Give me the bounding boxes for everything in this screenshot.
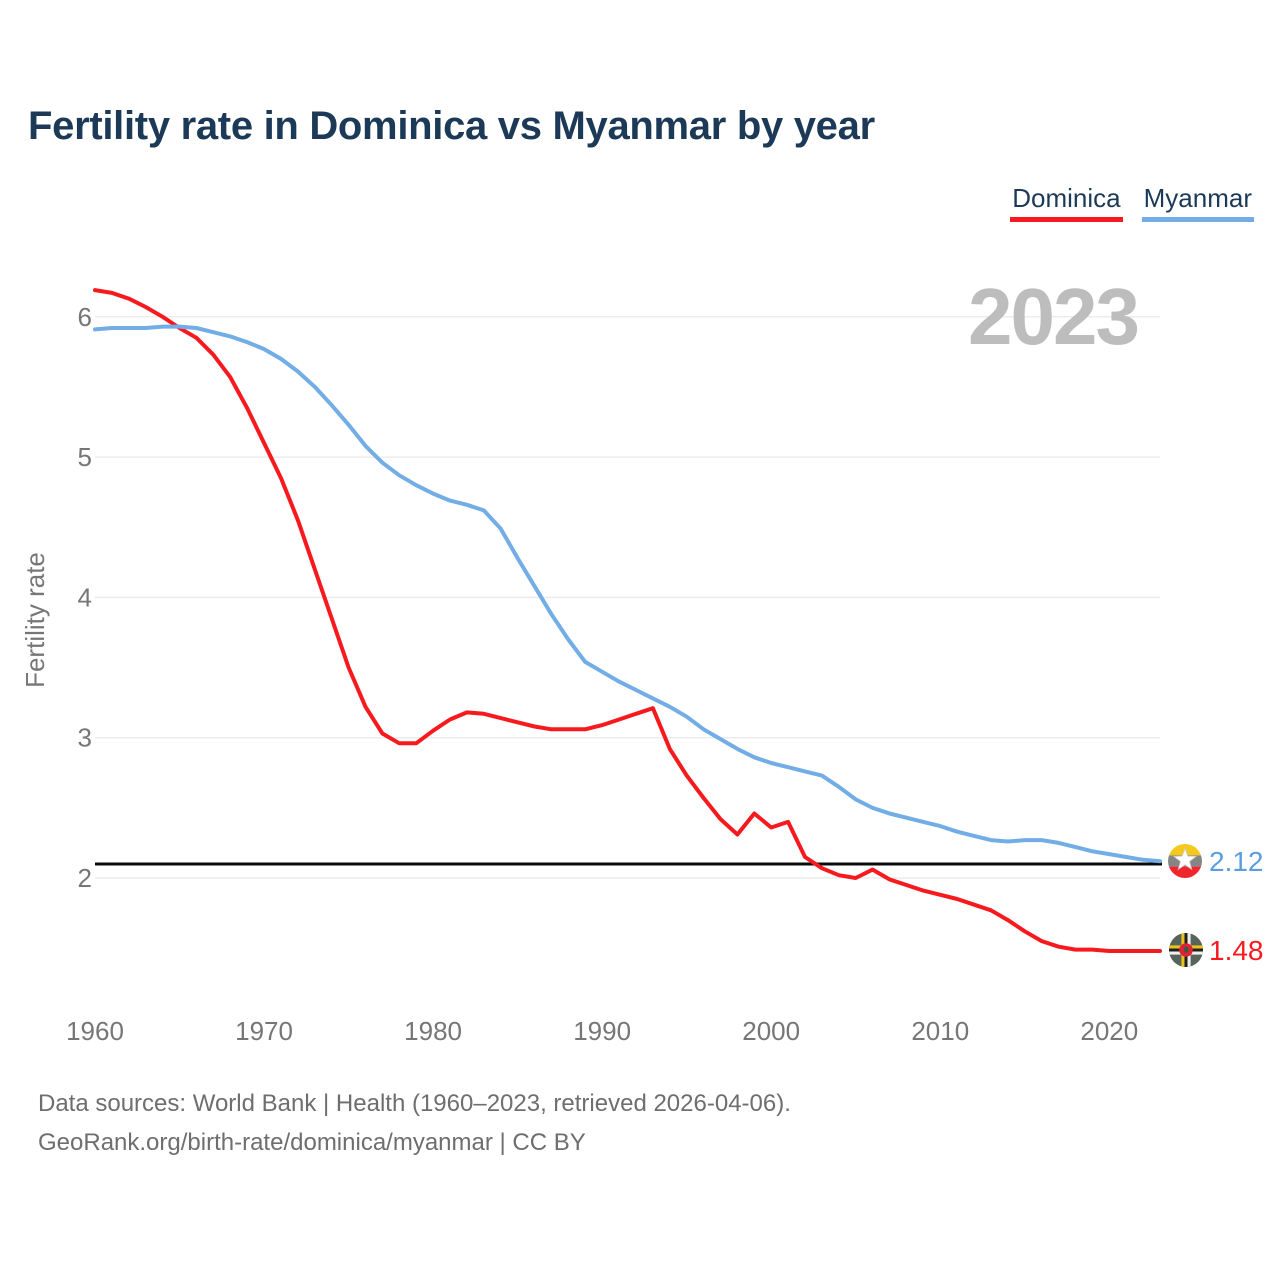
y-tick-2: 2	[78, 863, 92, 893]
dominica-end-value: 1.48	[1209, 935, 1264, 966]
x-tick-1980: 1980	[404, 1016, 462, 1046]
footer-attribution: GeoRank.org/birth-rate/dominica/myanmar …	[38, 1129, 586, 1156]
footer-data-sources: Data sources: World Bank | Health (1960–…	[38, 1090, 791, 1117]
x-tick-1990: 1990	[573, 1016, 631, 1046]
y-tick-5: 5	[78, 442, 92, 472]
dominica-flag-icon	[1169, 933, 1203, 967]
legend: Dominica Myanmar	[1010, 183, 1254, 222]
y-tick-4: 4	[78, 582, 92, 612]
myanmar-line	[93, 324, 1162, 864]
x-tick-1960: 1960	[66, 1016, 124, 1046]
x-tick-2000: 2000	[742, 1016, 800, 1046]
x-tick-2020: 2020	[1080, 1016, 1138, 1046]
y-tick-3: 3	[78, 723, 92, 753]
legend-item-dominica[interactable]: Dominica	[1010, 183, 1123, 222]
dominica-line	[93, 288, 1162, 953]
myanmar-end-value: 2.12	[1209, 846, 1264, 877]
y-axis-label: Fertility rate	[20, 552, 50, 688]
page-title: Fertility rate in Dominica vs Myanmar by…	[28, 104, 875, 148]
grid-layer: 2 3 4 5 6 1960 1970 1980 1990 2000 2010 2020	[66, 302, 1160, 1046]
series-layer	[93, 288, 1162, 953]
x-tick-2010: 2010	[911, 1016, 969, 1046]
year-watermark: 2023	[968, 272, 1138, 361]
footer: Data sources: World Bank | Health (1960–…	[38, 1084, 791, 1162]
x-tick-1970: 1970	[235, 1016, 293, 1046]
legend-item-myanmar[interactable]: Myanmar	[1141, 183, 1254, 222]
y-tick-6: 6	[78, 302, 92, 332]
myanmar-flag-icon	[1168, 844, 1202, 878]
